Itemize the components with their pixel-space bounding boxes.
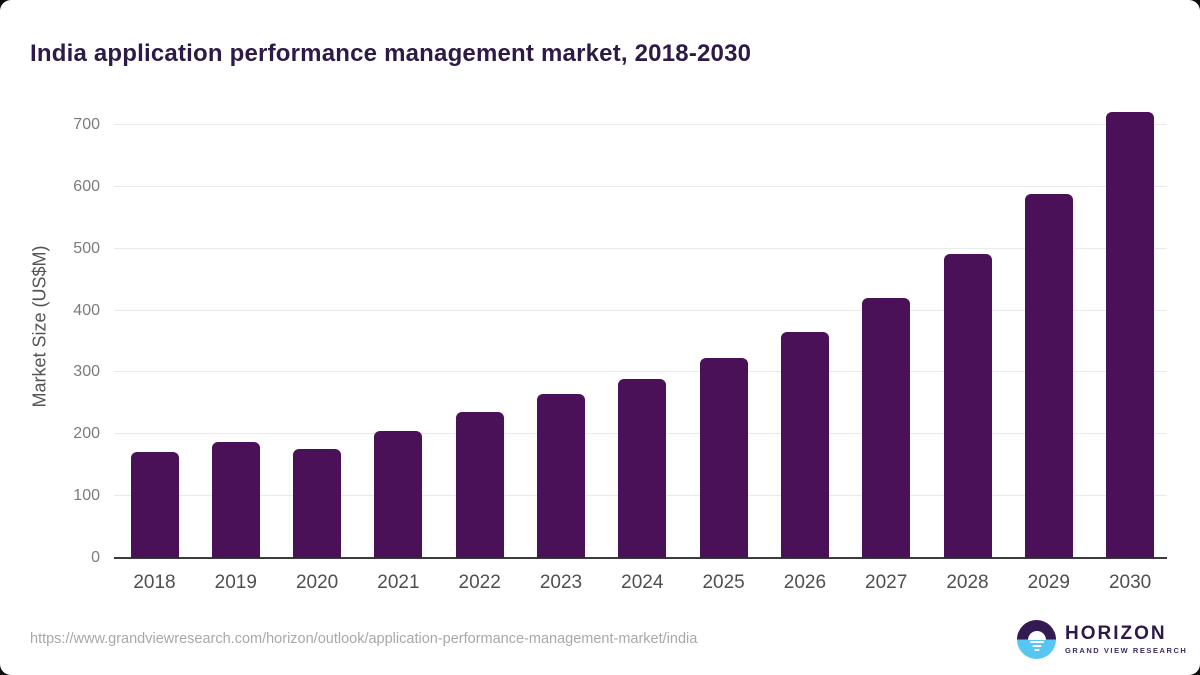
- y-tick-label: 0: [91, 549, 100, 566]
- sun-icon: [1027, 630, 1046, 640]
- gridline: [114, 371, 1167, 373]
- y-tick-label: 400: [73, 301, 100, 319]
- x-axis-line: [114, 557, 1167, 559]
- x-tick-label-2024: 2024: [621, 572, 664, 593]
- x-tick-label-2028: 2028: [946, 572, 989, 593]
- horizon-logo[interactable]: HORIZON GRAND VIEW RESEARCH: [1017, 620, 1187, 659]
- bar-2020[interactable]: [293, 449, 342, 558]
- gridline: [114, 309, 1167, 311]
- bar-2023[interactable]: [537, 394, 585, 558]
- x-tick-label-2029: 2029: [1027, 572, 1070, 593]
- source-url: https://www.grandviewresearch.com/horizo…: [30, 631, 698, 647]
- bar-2021[interactable]: [374, 431, 423, 558]
- bar-2019[interactable]: [211, 442, 260, 558]
- x-tick-label-2025: 2025: [702, 572, 745, 593]
- horizon-logo-icon: [1017, 620, 1056, 659]
- y-tick-label: 500: [73, 239, 100, 257]
- x-tick-label-2022: 2022: [458, 572, 501, 593]
- x-tick-label-2026: 2026: [783, 572, 827, 593]
- x-tick-label-2030: 2030: [1108, 572, 1152, 593]
- water-line-icon: [1034, 649, 1039, 651]
- bar-2025[interactable]: [699, 358, 748, 558]
- bar-2026[interactable]: [780, 332, 829, 558]
- logo-subtitle: GRAND VIEW RESEARCH: [1065, 646, 1188, 655]
- bar-2029[interactable]: [1024, 194, 1073, 558]
- gridline: [114, 185, 1167, 187]
- x-tick-label-2023: 2023: [539, 572, 583, 593]
- x-tick-label-2027: 2027: [865, 572, 908, 593]
- gridline: [114, 247, 1167, 249]
- y-tick-label: 200: [73, 425, 100, 443]
- bar-2028[interactable]: [943, 253, 992, 558]
- gridline: [114, 123, 1167, 125]
- x-tick-label-2021: 2021: [377, 572, 420, 593]
- y-tick-label: 700: [73, 115, 100, 133]
- x-tick-label-2018: 2018: [133, 572, 176, 593]
- y-tick-label: 300: [73, 363, 100, 381]
- bar-2027[interactable]: [862, 298, 911, 558]
- bar-2018[interactable]: [130, 451, 179, 558]
- x-tick-label-2020: 2020: [295, 572, 339, 593]
- y-tick-label: 600: [73, 177, 100, 195]
- bar-2024[interactable]: [618, 378, 667, 558]
- water-line-icon: [1029, 641, 1044, 643]
- logo-name: HORIZON: [1065, 623, 1167, 644]
- x-tick-label-2019: 2019: [214, 572, 257, 593]
- logo-text: HORIZON GRAND VIEW RESEARCH: [1065, 623, 1188, 656]
- bar-2022[interactable]: [455, 412, 504, 558]
- bar-2030[interactable]: [1106, 111, 1155, 558]
- water-line-icon: [1032, 645, 1041, 647]
- y-tick-label: 100: [73, 487, 100, 505]
- plot-area: Market Size (US$M) 0 100 200 300 400 500 600 70…: [30, 94, 1167, 593]
- chart-title: India application performance management…: [30, 40, 752, 68]
- y-axis-title: Market Size (US$M): [29, 244, 50, 408]
